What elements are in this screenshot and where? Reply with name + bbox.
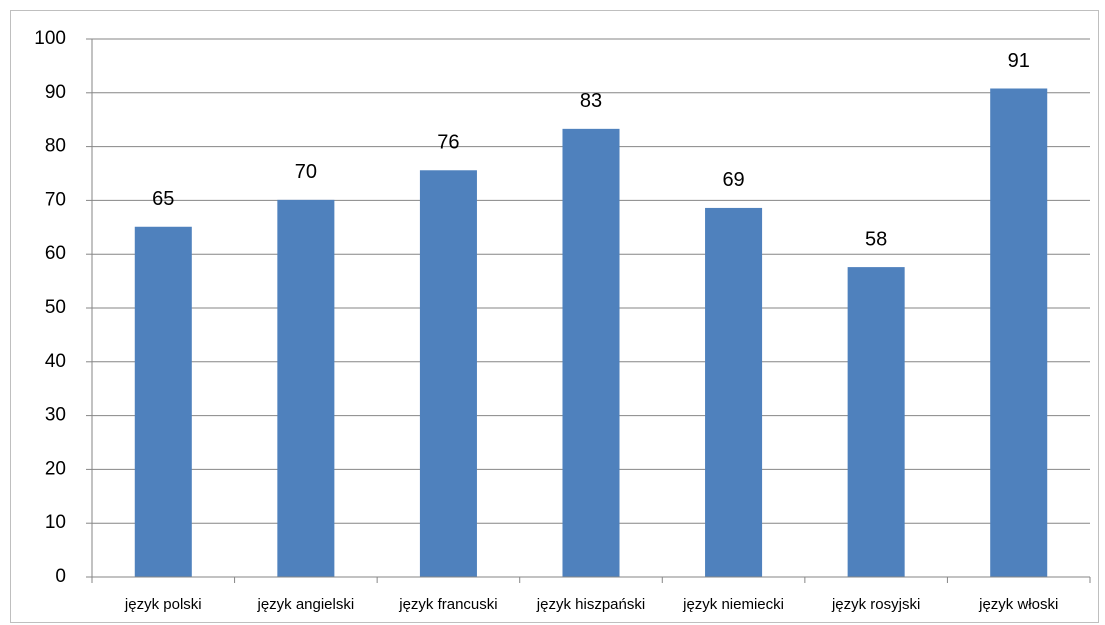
y-tick-label: 70 xyxy=(45,189,66,210)
data-label: 58 xyxy=(865,228,887,250)
y-tick-label: 50 xyxy=(45,297,66,318)
y-tick-label: 0 xyxy=(55,566,66,587)
y-tick-label: 40 xyxy=(45,351,66,372)
bar xyxy=(562,128,620,577)
x-tick-label: język polski xyxy=(124,596,202,613)
chart-border xyxy=(10,10,1099,623)
bar xyxy=(134,226,192,577)
y-tick-label: 100 xyxy=(34,28,66,49)
bar xyxy=(277,199,335,577)
data-label: 65 xyxy=(152,188,174,210)
y-tick-label: 80 xyxy=(45,136,66,157)
data-label: 76 xyxy=(437,132,459,154)
data-label: 91 xyxy=(1008,50,1030,72)
y-tick-label: 90 xyxy=(45,82,66,103)
y-tick-label: 20 xyxy=(45,458,66,479)
x-tick-label: język włoski xyxy=(978,596,1058,613)
y-tick-label: 10 xyxy=(45,512,66,533)
data-label: 83 xyxy=(580,90,602,112)
x-tick-label: język rosyjski xyxy=(831,596,920,613)
x-tick-label: język francuski xyxy=(398,596,497,613)
bar xyxy=(990,88,1048,577)
bar xyxy=(847,267,905,577)
x-tick-label: język hiszpański xyxy=(536,596,645,613)
y-tick-label: 30 xyxy=(45,405,66,426)
x-tick-label: język niemiecki xyxy=(682,596,784,613)
bar xyxy=(705,207,763,577)
x-tick-label: język angielski xyxy=(256,596,354,613)
data-label: 70 xyxy=(295,161,317,183)
y-tick-label: 60 xyxy=(45,243,66,264)
data-label: 69 xyxy=(722,169,744,191)
bar xyxy=(419,170,477,577)
